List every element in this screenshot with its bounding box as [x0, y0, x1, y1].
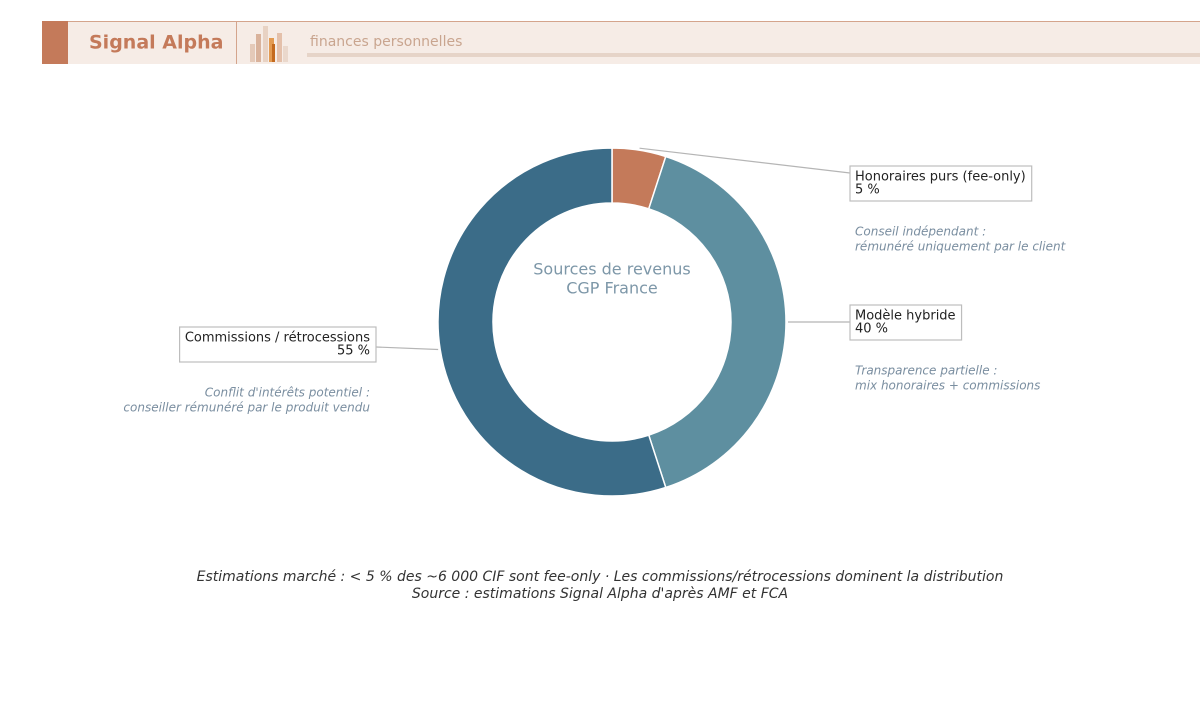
- caption: Source : estimations Signal Alpha d'aprè…: [412, 586, 788, 602]
- slice: [437, 147, 667, 497]
- label-box: [178, 326, 377, 363]
- value-label: 40 %: [855, 322, 888, 337]
- header-accent: [42, 21, 68, 64]
- annotation: Conseil indépendant :: [855, 225, 986, 239]
- value-label: 55 %: [337, 344, 370, 359]
- annotation: conseiller rémunéré par le produit vendu: [123, 401, 370, 415]
- annotation: mix honoraires + commissions: [855, 379, 1040, 393]
- annotation: rémunéré uniquement par le client: [855, 240, 1067, 254]
- caption: Estimations marché : < 5 % des ~6 000 CI…: [197, 569, 1004, 585]
- tagline: finances personnelles: [310, 34, 462, 50]
- value-label: 5 %: [855, 183, 880, 198]
- slice: [647, 155, 787, 489]
- slice-label: Commissions / rétrocessions: [185, 331, 370, 346]
- annotation: Transparence partielle :: [855, 364, 997, 378]
- leader-line: [639, 147, 851, 174]
- brand: Signal Alpha: [89, 32, 223, 54]
- center-title: Sources de revenus: [533, 260, 690, 279]
- label-box: [849, 304, 963, 341]
- label-box: [849, 165, 1033, 202]
- chart: Honoraires purs (fee-only)5 % Conseil ind…: [123, 147, 1067, 602]
- logo-icon: [250, 26, 288, 62]
- center-title: CGP France: [566, 279, 658, 298]
- leader-line: [375, 346, 439, 351]
- slice-label: Modèle hybride: [855, 309, 956, 324]
- slice-label: Honoraires purs (fee-only): [855, 170, 1026, 185]
- header-underline: [307, 53, 1200, 57]
- annotation: Conflit d'intérêts potentiel :: [205, 386, 370, 400]
